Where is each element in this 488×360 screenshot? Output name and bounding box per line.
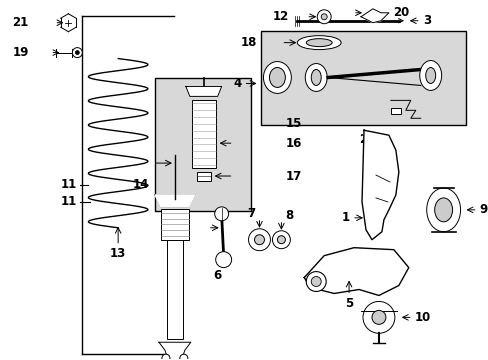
Bar	[196, 172, 210, 181]
Ellipse shape	[263, 62, 291, 93]
Polygon shape	[159, 342, 190, 360]
Text: 15: 15	[285, 117, 301, 130]
Bar	[261, 31, 465, 125]
Circle shape	[272, 231, 290, 249]
Text: 13: 13	[110, 247, 126, 260]
Text: 19: 19	[12, 46, 28, 59]
Polygon shape	[361, 130, 398, 240]
Circle shape	[254, 235, 264, 245]
Circle shape	[317, 10, 330, 24]
Text: 8: 8	[285, 209, 293, 222]
Text: 5: 5	[344, 297, 352, 310]
Text: 9: 9	[479, 203, 487, 216]
Circle shape	[362, 301, 394, 333]
Ellipse shape	[305, 63, 326, 91]
Circle shape	[180, 354, 187, 360]
Text: 11: 11	[61, 179, 77, 192]
Ellipse shape	[311, 69, 321, 85]
Text: 16: 16	[285, 137, 301, 150]
Bar	[161, 209, 188, 240]
Circle shape	[162, 354, 169, 360]
Ellipse shape	[419, 60, 441, 90]
Text: 18: 18	[241, 36, 257, 49]
Ellipse shape	[425, 68, 435, 84]
Circle shape	[248, 229, 270, 251]
Circle shape	[214, 207, 228, 221]
Text: 1: 1	[341, 211, 349, 224]
Ellipse shape	[426, 188, 460, 232]
Text: 6: 6	[213, 269, 222, 282]
Polygon shape	[304, 248, 408, 296]
Circle shape	[215, 252, 231, 267]
Circle shape	[321, 14, 326, 20]
Ellipse shape	[434, 198, 452, 222]
Text: 14: 14	[132, 179, 149, 192]
Text: 20: 20	[392, 6, 408, 19]
Text: 3: 3	[422, 14, 430, 27]
Polygon shape	[155, 195, 194, 207]
Text: 7: 7	[247, 207, 255, 220]
Bar	[166, 240, 183, 339]
Ellipse shape	[297, 36, 341, 50]
Text: 17: 17	[285, 170, 301, 183]
Text: 4: 4	[233, 77, 241, 90]
Circle shape	[371, 310, 385, 324]
Circle shape	[72, 48, 82, 58]
Bar	[191, 100, 215, 168]
Circle shape	[311, 276, 321, 287]
Circle shape	[277, 236, 285, 244]
Ellipse shape	[305, 39, 331, 46]
Text: 11: 11	[61, 195, 77, 208]
Ellipse shape	[269, 68, 285, 87]
Circle shape	[305, 271, 325, 292]
Text: 10: 10	[414, 311, 430, 324]
Polygon shape	[185, 86, 221, 96]
Text: 21: 21	[12, 16, 28, 29]
Circle shape	[75, 51, 79, 55]
Bar	[390, 108, 400, 114]
Bar	[155, 78, 250, 211]
Polygon shape	[360, 9, 388, 23]
Text: 2: 2	[358, 133, 366, 146]
Text: 12: 12	[272, 10, 289, 23]
